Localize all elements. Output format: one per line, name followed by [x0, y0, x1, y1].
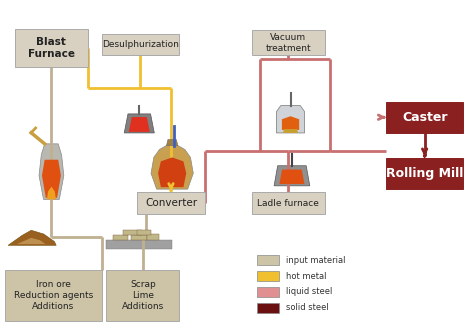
Text: Scrap
Lime
Additions: Scrap Lime Additions [122, 280, 164, 311]
Text: Blast
Furnace: Blast Furnace [27, 37, 75, 59]
Polygon shape [151, 145, 193, 189]
FancyBboxPatch shape [137, 193, 205, 214]
FancyBboxPatch shape [5, 270, 102, 321]
Bar [113, 235, 128, 240]
Polygon shape [282, 116, 299, 130]
Bar [137, 230, 151, 235]
FancyBboxPatch shape [252, 31, 325, 55]
Polygon shape [283, 129, 298, 133]
Polygon shape [166, 139, 178, 145]
Polygon shape [276, 106, 305, 133]
Text: Iron ore
Reduction agents
Additions: Iron ore Reduction agents Additions [14, 280, 93, 311]
Text: solid steel: solid steel [286, 303, 329, 312]
Polygon shape [17, 238, 46, 244]
FancyBboxPatch shape [15, 29, 88, 67]
Polygon shape [158, 157, 186, 187]
Polygon shape [124, 114, 155, 133]
Bar [131, 235, 147, 240]
Polygon shape [8, 230, 56, 245]
Text: Converter: Converter [145, 198, 197, 208]
Text: liquid steel: liquid steel [286, 288, 333, 296]
FancyBboxPatch shape [106, 270, 179, 321]
Text: hot metal: hot metal [286, 272, 327, 281]
Polygon shape [47, 187, 56, 200]
FancyBboxPatch shape [386, 158, 464, 189]
Bar [257, 287, 279, 297]
FancyBboxPatch shape [252, 193, 325, 214]
Text: Caster: Caster [402, 111, 447, 124]
Polygon shape [42, 160, 61, 198]
Text: Desulphurization: Desulphurization [102, 40, 179, 49]
FancyBboxPatch shape [102, 34, 179, 55]
Text: input material: input material [286, 256, 346, 265]
Text: Vacuum
treatment: Vacuum treatment [265, 33, 311, 53]
Text: Ladle furnace: Ladle furnace [257, 199, 319, 208]
Polygon shape [274, 166, 310, 186]
Polygon shape [39, 144, 64, 200]
Bar [257, 271, 279, 281]
Polygon shape [280, 170, 304, 184]
Bar [123, 230, 142, 235]
Bar [257, 303, 279, 313]
FancyBboxPatch shape [386, 102, 464, 133]
Polygon shape [129, 117, 150, 132]
Bar [106, 240, 172, 249]
Text: Rolling Mill: Rolling Mill [386, 167, 463, 180]
Bar [147, 234, 159, 240]
Bar [257, 255, 279, 265]
